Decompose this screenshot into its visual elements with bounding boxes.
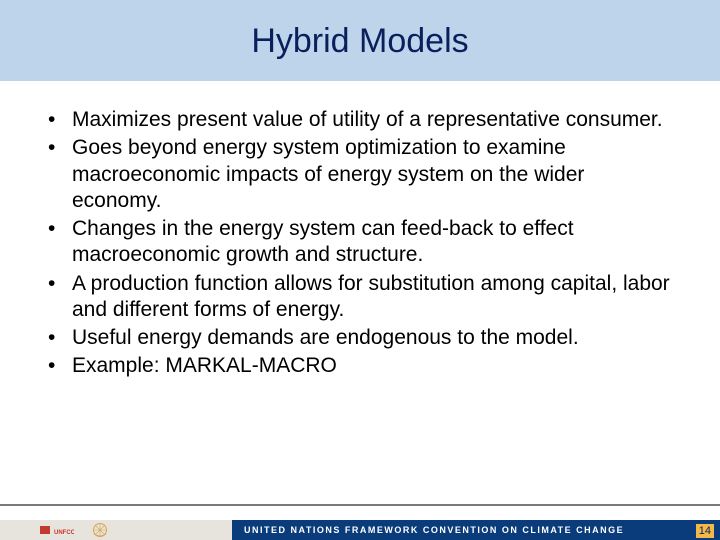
footer-org-text: UNITED NATIONS FRAMEWORK CONVENTION ON C…: [232, 520, 720, 540]
list-item: Example: MARKAL-MACRO: [44, 353, 676, 379]
footer-bar: UNFCCC UNITED NATIONS FRAMEWORK CONVENTI…: [0, 520, 720, 540]
list-item: Goes beyond energy system optimization t…: [44, 135, 676, 214]
unfccc-logo-text: UNFCCC: [54, 530, 74, 536]
content-area: Maximizes present value of utility of a …: [0, 81, 720, 540]
footer: UNFCCC UNITED NATIONS FRAMEWORK CONVENTI…: [0, 504, 720, 540]
list-item: Useful energy demands are endogenous to …: [44, 325, 676, 351]
header-band: Hybrid Models: [0, 0, 720, 81]
un-logo-icon: [92, 522, 108, 538]
footer-divider: [0, 504, 720, 506]
slide: Hybrid Models Maximizes present value of…: [0, 0, 720, 540]
list-item: Changes in the energy system can feed-ba…: [44, 216, 676, 269]
unfccc-logo-icon: UNFCCC: [40, 523, 74, 537]
page-title: Hybrid Models: [0, 22, 720, 61]
list-item: Maximizes present value of utility of a …: [44, 107, 676, 133]
footer-left: UNFCCC: [0, 520, 232, 540]
page-number: 14: [696, 524, 714, 538]
bullet-list: Maximizes present value of utility of a …: [44, 107, 676, 380]
list-item: A production function allows for substit…: [44, 271, 676, 324]
